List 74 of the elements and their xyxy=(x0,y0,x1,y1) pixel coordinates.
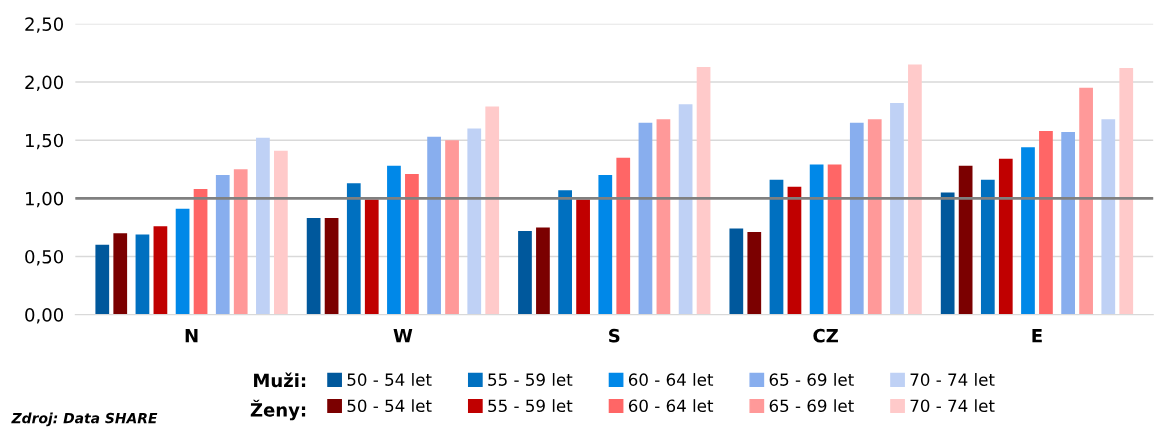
bar xyxy=(747,232,762,315)
bar xyxy=(598,175,613,315)
bar xyxy=(867,119,882,315)
bar xyxy=(215,175,230,315)
bar xyxy=(1021,147,1035,315)
bar xyxy=(233,169,248,315)
bar xyxy=(364,199,379,315)
bar xyxy=(1039,130,1053,315)
bar xyxy=(940,192,955,315)
bar xyxy=(1119,68,1134,315)
bar xyxy=(908,64,922,315)
bar xyxy=(427,136,441,315)
text: Zdroj: Data SHARE xyxy=(11,412,158,427)
bar xyxy=(153,226,168,315)
bar xyxy=(485,106,500,315)
bar xyxy=(678,104,693,315)
bar xyxy=(958,165,973,315)
bar xyxy=(1101,119,1116,315)
bar xyxy=(405,173,419,315)
bar xyxy=(193,189,208,315)
bar xyxy=(576,199,590,315)
bar xyxy=(256,137,270,315)
bar xyxy=(445,140,459,315)
bar xyxy=(827,164,842,315)
bar xyxy=(849,122,864,315)
bar xyxy=(656,119,671,315)
y-tick-label: 0,00 xyxy=(25,308,64,324)
bar xyxy=(346,183,361,315)
text: Muži: xyxy=(254,372,306,388)
bar xyxy=(113,233,128,315)
bar xyxy=(518,230,532,315)
bar xyxy=(1061,132,1076,315)
bar xyxy=(175,208,190,315)
legend-label: 60 - 64 let xyxy=(628,399,714,413)
legend-label: 55 - 59 let xyxy=(488,373,573,386)
x-tick-label: S xyxy=(609,328,620,343)
bar xyxy=(306,218,321,315)
bar xyxy=(467,128,482,315)
y-tick-label: 2,00 xyxy=(25,75,64,91)
y-tick-label: 2,50 xyxy=(25,17,64,33)
x-tick-label: CZ xyxy=(813,328,838,343)
bar xyxy=(696,66,711,315)
legend-label: 70 - 74 let xyxy=(910,399,995,413)
text: Ženy: xyxy=(250,399,306,421)
bar xyxy=(95,244,110,315)
legend-label: 70 - 74 let xyxy=(910,373,995,386)
y-tick-label: 1,50 xyxy=(26,133,64,150)
bar xyxy=(324,218,339,315)
x-tick-label: N xyxy=(185,329,198,343)
x-tick-label: E xyxy=(1032,329,1042,343)
legend-label: 60 - 64 let xyxy=(628,373,714,386)
bar xyxy=(536,227,550,315)
legend-label: 65 - 69 let xyxy=(769,373,854,386)
bar xyxy=(787,186,802,315)
y-tick-label: 0,50 xyxy=(25,249,64,266)
bar xyxy=(890,102,904,315)
legend-label: 55 - 59 let xyxy=(488,399,573,413)
bar xyxy=(980,179,995,315)
bar xyxy=(1079,87,1093,315)
bar xyxy=(135,234,150,315)
bar xyxy=(274,150,288,315)
y-tick-label: 1,00 xyxy=(26,191,64,208)
bar xyxy=(729,228,744,315)
bar xyxy=(809,164,824,315)
x-tick-label: W xyxy=(393,329,413,343)
bar xyxy=(387,165,401,315)
bar xyxy=(998,158,1013,315)
legend-label: 65 - 69 let xyxy=(769,399,854,413)
legend-label: 50 - 54 let xyxy=(347,373,432,386)
bar xyxy=(638,122,653,315)
legend-label: 50 - 54 let xyxy=(347,399,432,413)
bar xyxy=(616,157,631,315)
bar xyxy=(769,179,784,315)
bar xyxy=(558,190,572,315)
